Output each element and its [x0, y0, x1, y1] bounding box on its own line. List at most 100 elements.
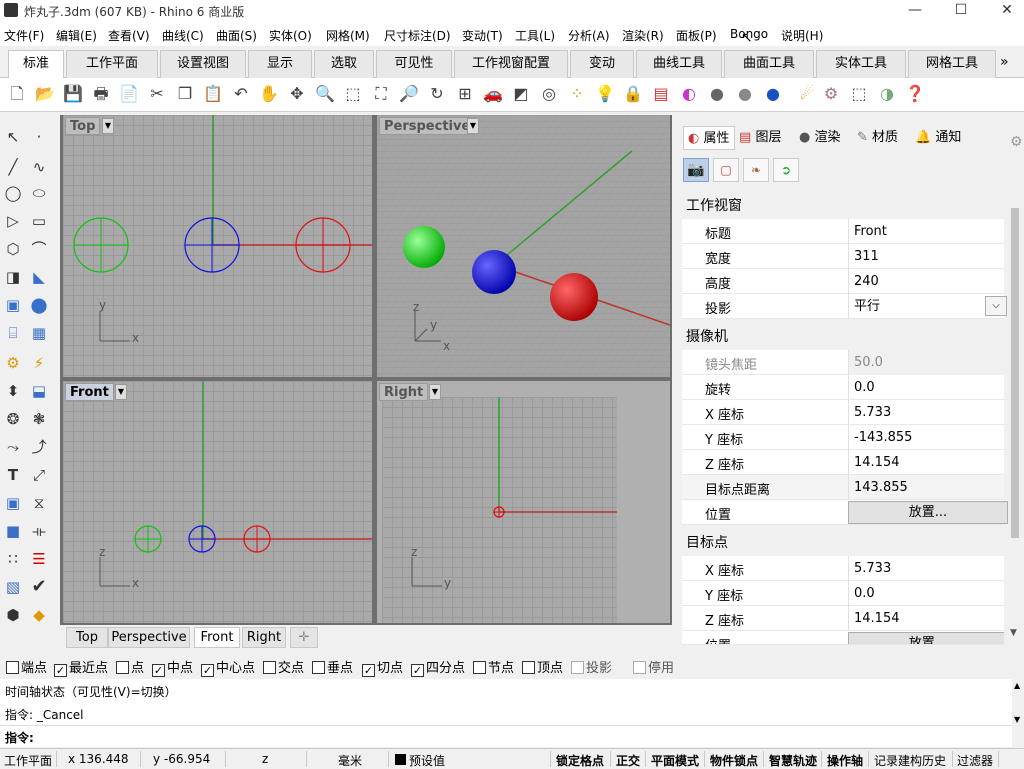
scroll-down-icon[interactable]: ▼ — [1014, 715, 1021, 724]
render-sphere-icon[interactable]: ● — [766, 84, 780, 103]
curve-icon[interactable]: ∿ — [32, 158, 46, 176]
point-icon[interactable]: · — [36, 128, 42, 146]
lightning-icon[interactable]: ⚡ — [33, 354, 45, 372]
block-icon[interactable]: ⬢ — [6, 606, 20, 624]
align-icon[interactable]: ⬓ — [31, 382, 47, 400]
tab-display[interactable]: 显示 — [248, 50, 312, 78]
prop-value-camera-y[interactable]: -143.855 — [848, 425, 1008, 450]
osnap-disable[interactable]: 停用 — [633, 657, 674, 676]
zoom-selected-icon[interactable]: 🔎 — [399, 84, 419, 103]
analysis-icon[interactable]: ◑ — [880, 84, 894, 103]
add-viewport-tab-button[interactable]: ✛ — [290, 627, 318, 648]
viewport-top[interactable]: y x Top ▼ — [63, 115, 372, 377]
lock-icon[interactable]: 🔒 — [623, 84, 643, 103]
viewport-label-front[interactable]: Front — [65, 383, 114, 401]
boolean-union-icon[interactable]: ⬤ — [30, 296, 48, 314]
status-filter[interactable]: 过滤器 — [957, 754, 994, 768]
scroll-down-icon[interactable]: ▼ — [1010, 628, 1017, 638]
sun-pointer-icon[interactable]: ☄ — [799, 84, 815, 103]
save-icon[interactable]: 💾 — [63, 84, 83, 103]
select-arrow-icon[interactable]: ↖ — [6, 128, 20, 146]
pan-hand-icon[interactable]: ✋ — [259, 84, 279, 103]
mesh-icon[interactable]: ▦ — [31, 324, 47, 342]
polygon-icon[interactable]: ⬡ — [6, 240, 20, 258]
box-solid-icon[interactable]: ▣ — [5, 296, 21, 314]
tab-solid-tools[interactable]: 实体工具 — [816, 50, 906, 78]
menu-mesh[interactable]: 网格(M) — [326, 29, 370, 43]
scroll-up-icon[interactable]: ▲ — [1014, 681, 1021, 690]
prop-value-width[interactable]: 311 — [848, 244, 1008, 269]
viewport-tab-top[interactable]: Top — [66, 627, 108, 648]
osnap-project[interactable]: 投影 — [571, 657, 612, 676]
menu-dimension[interactable]: 尺寸标注(D) — [384, 29, 451, 43]
close-button[interactable]: ✕ — [1001, 2, 1013, 18]
dimension-tool-icon[interactable]: ⬚ — [851, 84, 867, 103]
tab-transform[interactable]: 变动 — [570, 50, 634, 78]
rebuild-icon[interactable]: ⤳ — [6, 438, 19, 456]
menu-view[interactable]: 查看(V) — [108, 29, 150, 43]
layer-icon[interactable]: ▤ — [653, 84, 669, 103]
tab-visibility[interactable]: 可见性 — [376, 50, 452, 78]
ellipse-icon[interactable]: ⬭ — [32, 184, 46, 202]
checkbox-icon[interactable] — [6, 661, 19, 674]
offset-icon[interactable]: ⤴ — [31, 438, 47, 456]
array-icon[interactable]: ▣ — [5, 494, 21, 512]
dimension-icon[interactable]: ⟛ — [32, 522, 46, 540]
menu-help[interactable]: 说明(H) — [781, 29, 824, 43]
scale-icon[interactable]: ⤢ — [32, 466, 45, 484]
checkbox-checked-icon[interactable]: ✓ — [54, 664, 67, 677]
menu-edit[interactable]: 编辑(E) — [56, 29, 97, 43]
solid-box-icon[interactable]: ■ — [5, 522, 21, 540]
panel-scrollbar[interactable]: ▼ — [1008, 198, 1022, 648]
status-grid-snap[interactable]: 锁定格点 — [556, 754, 605, 768]
polyline-icon[interactable]: ╱ — [8, 158, 18, 176]
arc-icon[interactable]: ▷ — [7, 212, 19, 230]
prop-value-rotation[interactable]: 0.0 — [848, 375, 1008, 400]
prop-value-target-y[interactable]: 0.0 — [848, 581, 1008, 606]
checkbox-icon[interactable] — [116, 661, 129, 674]
fillet-curve-icon[interactable]: ⌒ — [31, 240, 47, 258]
loft-surface-icon[interactable]: ◣ — [33, 268, 45, 286]
prop-value-target-distance[interactable]: 143.855 — [848, 475, 1008, 500]
checkbox-checked-icon[interactable]: ✓ — [201, 664, 214, 677]
checkbox-icon[interactable] — [263, 661, 276, 674]
osnap-int[interactable]: 交点 — [263, 657, 304, 676]
menu-curve[interactable]: 曲线(C) — [162, 29, 204, 43]
status-record-history[interactable]: 记录建构历史 — [874, 754, 947, 768]
prop-value-target-x[interactable]: 5.733 — [848, 556, 1008, 581]
panel-tab-layers[interactable]: ▤ 图层 — [739, 126, 781, 150]
prop-value-camera-x[interactable]: 5.733 — [848, 400, 1008, 425]
select-points-icon[interactable]: ⁘ — [570, 84, 584, 103]
car-named-view-icon[interactable]: 🚗 — [483, 84, 503, 103]
menu-surface[interactable]: 曲面(S) — [216, 29, 257, 43]
cylinder-icon[interactable]: ⌸ — [8, 324, 18, 342]
place-target-button[interactable]: 放置... — [848, 632, 1004, 644]
tab-surface-tools[interactable]: 曲面工具 — [724, 50, 814, 78]
undo-icon[interactable]: ↶ — [234, 84, 248, 103]
chevron-down-icon[interactable]: ⌵ — [985, 296, 1007, 316]
zoom-icon[interactable]: 🔍 — [315, 84, 335, 103]
status-smart-track[interactable]: 智慧轨迹 — [769, 754, 818, 768]
menu-tools[interactable]: 工具(L) — [515, 29, 556, 43]
viewport-label-right[interactable]: Right — [379, 383, 429, 401]
paste-icon[interactable]: 📋 — [203, 84, 223, 103]
tab-cplanes[interactable]: 工作平面 — [66, 50, 158, 78]
tab-set-view[interactable]: 设置视图 — [160, 50, 246, 78]
explode-icon[interactable]: ❃ — [32, 410, 46, 428]
layout-icon[interactable]: ▧ — [5, 578, 21, 596]
chevron-down-icon[interactable]: ▼ — [102, 118, 114, 134]
panel-tab-materials[interactable]: ✎ 材质 — [857, 126, 898, 150]
tab-mesh-tools[interactable]: 网格工具 — [908, 50, 996, 78]
place-camera-button[interactable]: 放置... — [848, 501, 1008, 524]
prop-value-height[interactable]: 240 — [848, 269, 1008, 294]
status-planar[interactable]: 平面模式 — [651, 754, 700, 768]
tab-viewport-layout[interactable]: 工作视窗配置 — [454, 50, 568, 78]
status-osnap[interactable]: 物件锁点 — [710, 754, 759, 768]
command-line[interactable]: 指令: — [0, 725, 1012, 747]
menu-panels[interactable]: 面板(P) — [676, 29, 717, 43]
mirror-icon[interactable]: ⧖ — [33, 494, 45, 512]
options-gear-icon[interactable]: ⚙ — [823, 84, 839, 103]
rectangle-icon[interactable]: ▭ — [31, 212, 47, 230]
checkmark-icon[interactable]: ✔ — [31, 576, 47, 597]
snap-circle-icon[interactable]: ◎ — [542, 84, 556, 103]
